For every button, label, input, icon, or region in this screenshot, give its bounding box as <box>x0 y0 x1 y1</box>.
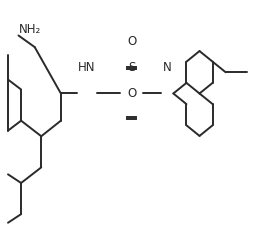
Text: S: S <box>128 61 135 74</box>
Text: N: N <box>163 61 171 74</box>
Text: HN: HN <box>78 61 96 74</box>
Text: O: O <box>127 36 136 48</box>
Text: NH₂: NH₂ <box>18 23 41 36</box>
Text: O: O <box>127 87 136 100</box>
